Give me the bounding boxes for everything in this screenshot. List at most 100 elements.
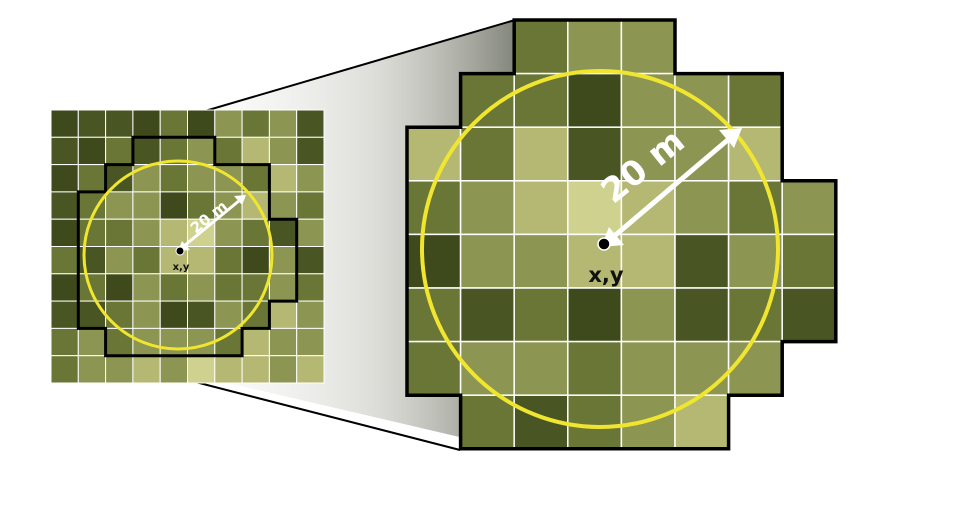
overview-cell: [296, 136, 325, 166]
overview-cell: [77, 355, 107, 384]
overview-cell: [159, 300, 188, 329]
overview-cell: [214, 164, 243, 193]
overview-cell: [105, 246, 134, 275]
overview-cell: [187, 136, 216, 166]
overview-cell: [77, 327, 107, 357]
overview-cell: [159, 109, 188, 138]
detail-cell: [459, 394, 515, 450]
overview-cell: [268, 109, 298, 138]
overview-cell: [50, 218, 79, 247]
detail-cell: [674, 287, 730, 343]
overview-cell: [50, 164, 79, 193]
detail-cell: [459, 287, 515, 343]
overview-cell: [296, 164, 325, 193]
overview-cell: [241, 355, 270, 384]
overview-cell: [105, 218, 134, 247]
overview-raster: [50, 109, 325, 384]
overview-cell: [50, 273, 79, 302]
overview-cell: [105, 327, 134, 357]
overview-cell: [50, 136, 79, 166]
overview-cell: [50, 109, 79, 138]
detail-cell: [513, 340, 569, 396]
detail-cell: [513, 180, 569, 236]
overview-cell: [268, 355, 298, 384]
overview-cell: [187, 355, 216, 384]
overview-cell: [187, 164, 216, 193]
detail-cell: [567, 340, 623, 396]
overview-cell: [105, 136, 134, 166]
detail-cell: [620, 72, 676, 128]
overview-cell: [50, 246, 79, 275]
detail-cell: [781, 180, 837, 236]
overview-cell: [77, 273, 107, 302]
overview-cell: [132, 355, 161, 384]
overview-buffer-ring: [82, 159, 274, 351]
detail-cell: [620, 19, 676, 75]
detail-cell: [567, 180, 623, 236]
overview-cell: [132, 218, 161, 247]
detail-cell: [459, 233, 515, 289]
overview-cell: [77, 109, 107, 138]
overview-cell: [268, 273, 298, 302]
detail-cell: [459, 180, 515, 236]
overview-cell: [50, 191, 79, 220]
detail-cell: [513, 126, 569, 182]
overview-cell: [105, 355, 134, 384]
overview-cell: [214, 300, 243, 329]
overview-cell: [241, 136, 270, 166]
overview-cell: [296, 273, 325, 302]
overview-cell: [296, 300, 325, 329]
detail-cell: [513, 19, 569, 75]
detail-cell: [567, 126, 623, 182]
overview-cell: [214, 218, 243, 247]
overview-cell: [132, 191, 161, 220]
overview-center-point: [175, 246, 185, 256]
overview-cell: [187, 300, 216, 329]
overview-cell: [77, 218, 107, 247]
overview-cell: [268, 164, 298, 193]
detail-cell: [620, 126, 676, 182]
overview-cell: [159, 191, 188, 220]
overview-cell: [77, 300, 107, 329]
detail-cell: [620, 233, 676, 289]
overview-cell: [241, 218, 270, 247]
overview-cell: [241, 109, 270, 138]
overview-cell: [268, 191, 298, 220]
detail-footprint-outline: [405, 18, 838, 451]
overview-cell: [296, 327, 325, 357]
overview-cell: [187, 246, 216, 275]
overview-cell: [296, 109, 325, 138]
overview-cell: [77, 136, 107, 166]
overview-cell: [132, 246, 161, 275]
overview-cell: [268, 218, 298, 247]
detail-cell: [459, 126, 515, 182]
detail-cell: [727, 126, 783, 182]
overview-cell: [214, 355, 243, 384]
overview-cell: [241, 164, 270, 193]
overview-cell: [77, 164, 107, 193]
detail-cell: [567, 72, 623, 128]
overview-cell: [214, 109, 243, 138]
detail-cell: [406, 126, 462, 182]
detail-cell: [567, 394, 623, 450]
overview-cell: [268, 136, 298, 166]
detail-cell: [513, 287, 569, 343]
detail-cell: [674, 233, 730, 289]
overview-cell: [268, 327, 298, 357]
overview-cell: [105, 164, 134, 193]
detail-cell: [727, 72, 783, 128]
overview-cell: [159, 355, 188, 384]
overview-cell: [296, 246, 325, 275]
detail-cell: [674, 126, 730, 182]
overview-cell: [132, 136, 161, 166]
overview-cell: [241, 191, 270, 220]
overview-cell: [105, 273, 134, 302]
detail-cell: [727, 340, 783, 396]
detail-cell: [567, 287, 623, 343]
overview-cell: [159, 327, 188, 357]
overview-cell: [132, 164, 161, 193]
overview-cell: [187, 109, 216, 138]
overview-cell: [187, 273, 216, 302]
overview-cell: [241, 327, 270, 357]
